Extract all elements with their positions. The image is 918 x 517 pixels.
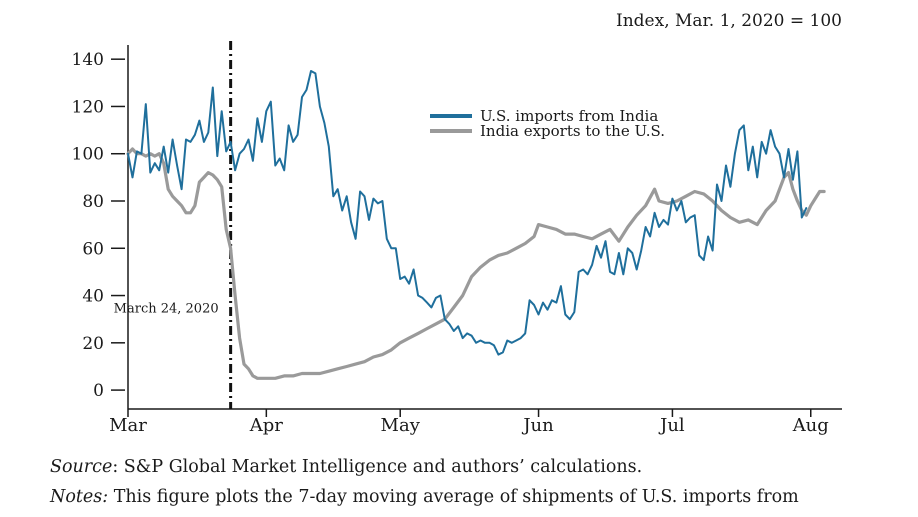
unit-label: Index, Mar. 1, 2020 = 100: [616, 11, 842, 31]
x-tick-label: May: [381, 415, 421, 436]
y-tick-label: 140: [72, 50, 104, 70]
y-tick-label: 100: [72, 145, 104, 165]
series-line-india-exports: [126, 147, 826, 380]
x-tick-label: Apr: [249, 415, 284, 436]
notes-label: Notes:: [50, 487, 109, 507]
y-tick-label: 60: [82, 239, 104, 259]
source-text: : S&P Global Market Intelligence and aut…: [112, 457, 643, 477]
lockdown-marker-label: March 24, 2020: [114, 301, 219, 316]
source-caption: Source: S&P Global Market Intelligence a…: [50, 457, 642, 477]
source-label: Source: [50, 457, 113, 477]
y-tick-label: 120: [72, 97, 104, 117]
legend-label: India exports to the U.S.: [480, 122, 665, 140]
notes-caption: Notes: This figure plots the 7-day movin…: [50, 487, 799, 507]
y-tick-label: 20: [82, 334, 104, 354]
notes-text: This figure plots the 7-day moving avera…: [108, 487, 799, 507]
x-tick-label: Jul: [658, 415, 685, 436]
y-tick-label: 40: [82, 287, 104, 307]
x-tick-label: Mar: [109, 415, 147, 436]
legend-label: U.S. imports from India: [480, 107, 658, 125]
y-tick-label: 0: [93, 381, 104, 401]
series-line-us-imports: [127, 70, 808, 356]
y-tick-label: 80: [82, 192, 104, 212]
plot-area: 0 20 40 60 80 100 120 140 Mar Apr May Jun Jul Aug Marc…: [72, 41, 842, 436]
x-tick-label: Jun: [521, 415, 554, 436]
x-tick-label: Aug: [792, 415, 829, 436]
